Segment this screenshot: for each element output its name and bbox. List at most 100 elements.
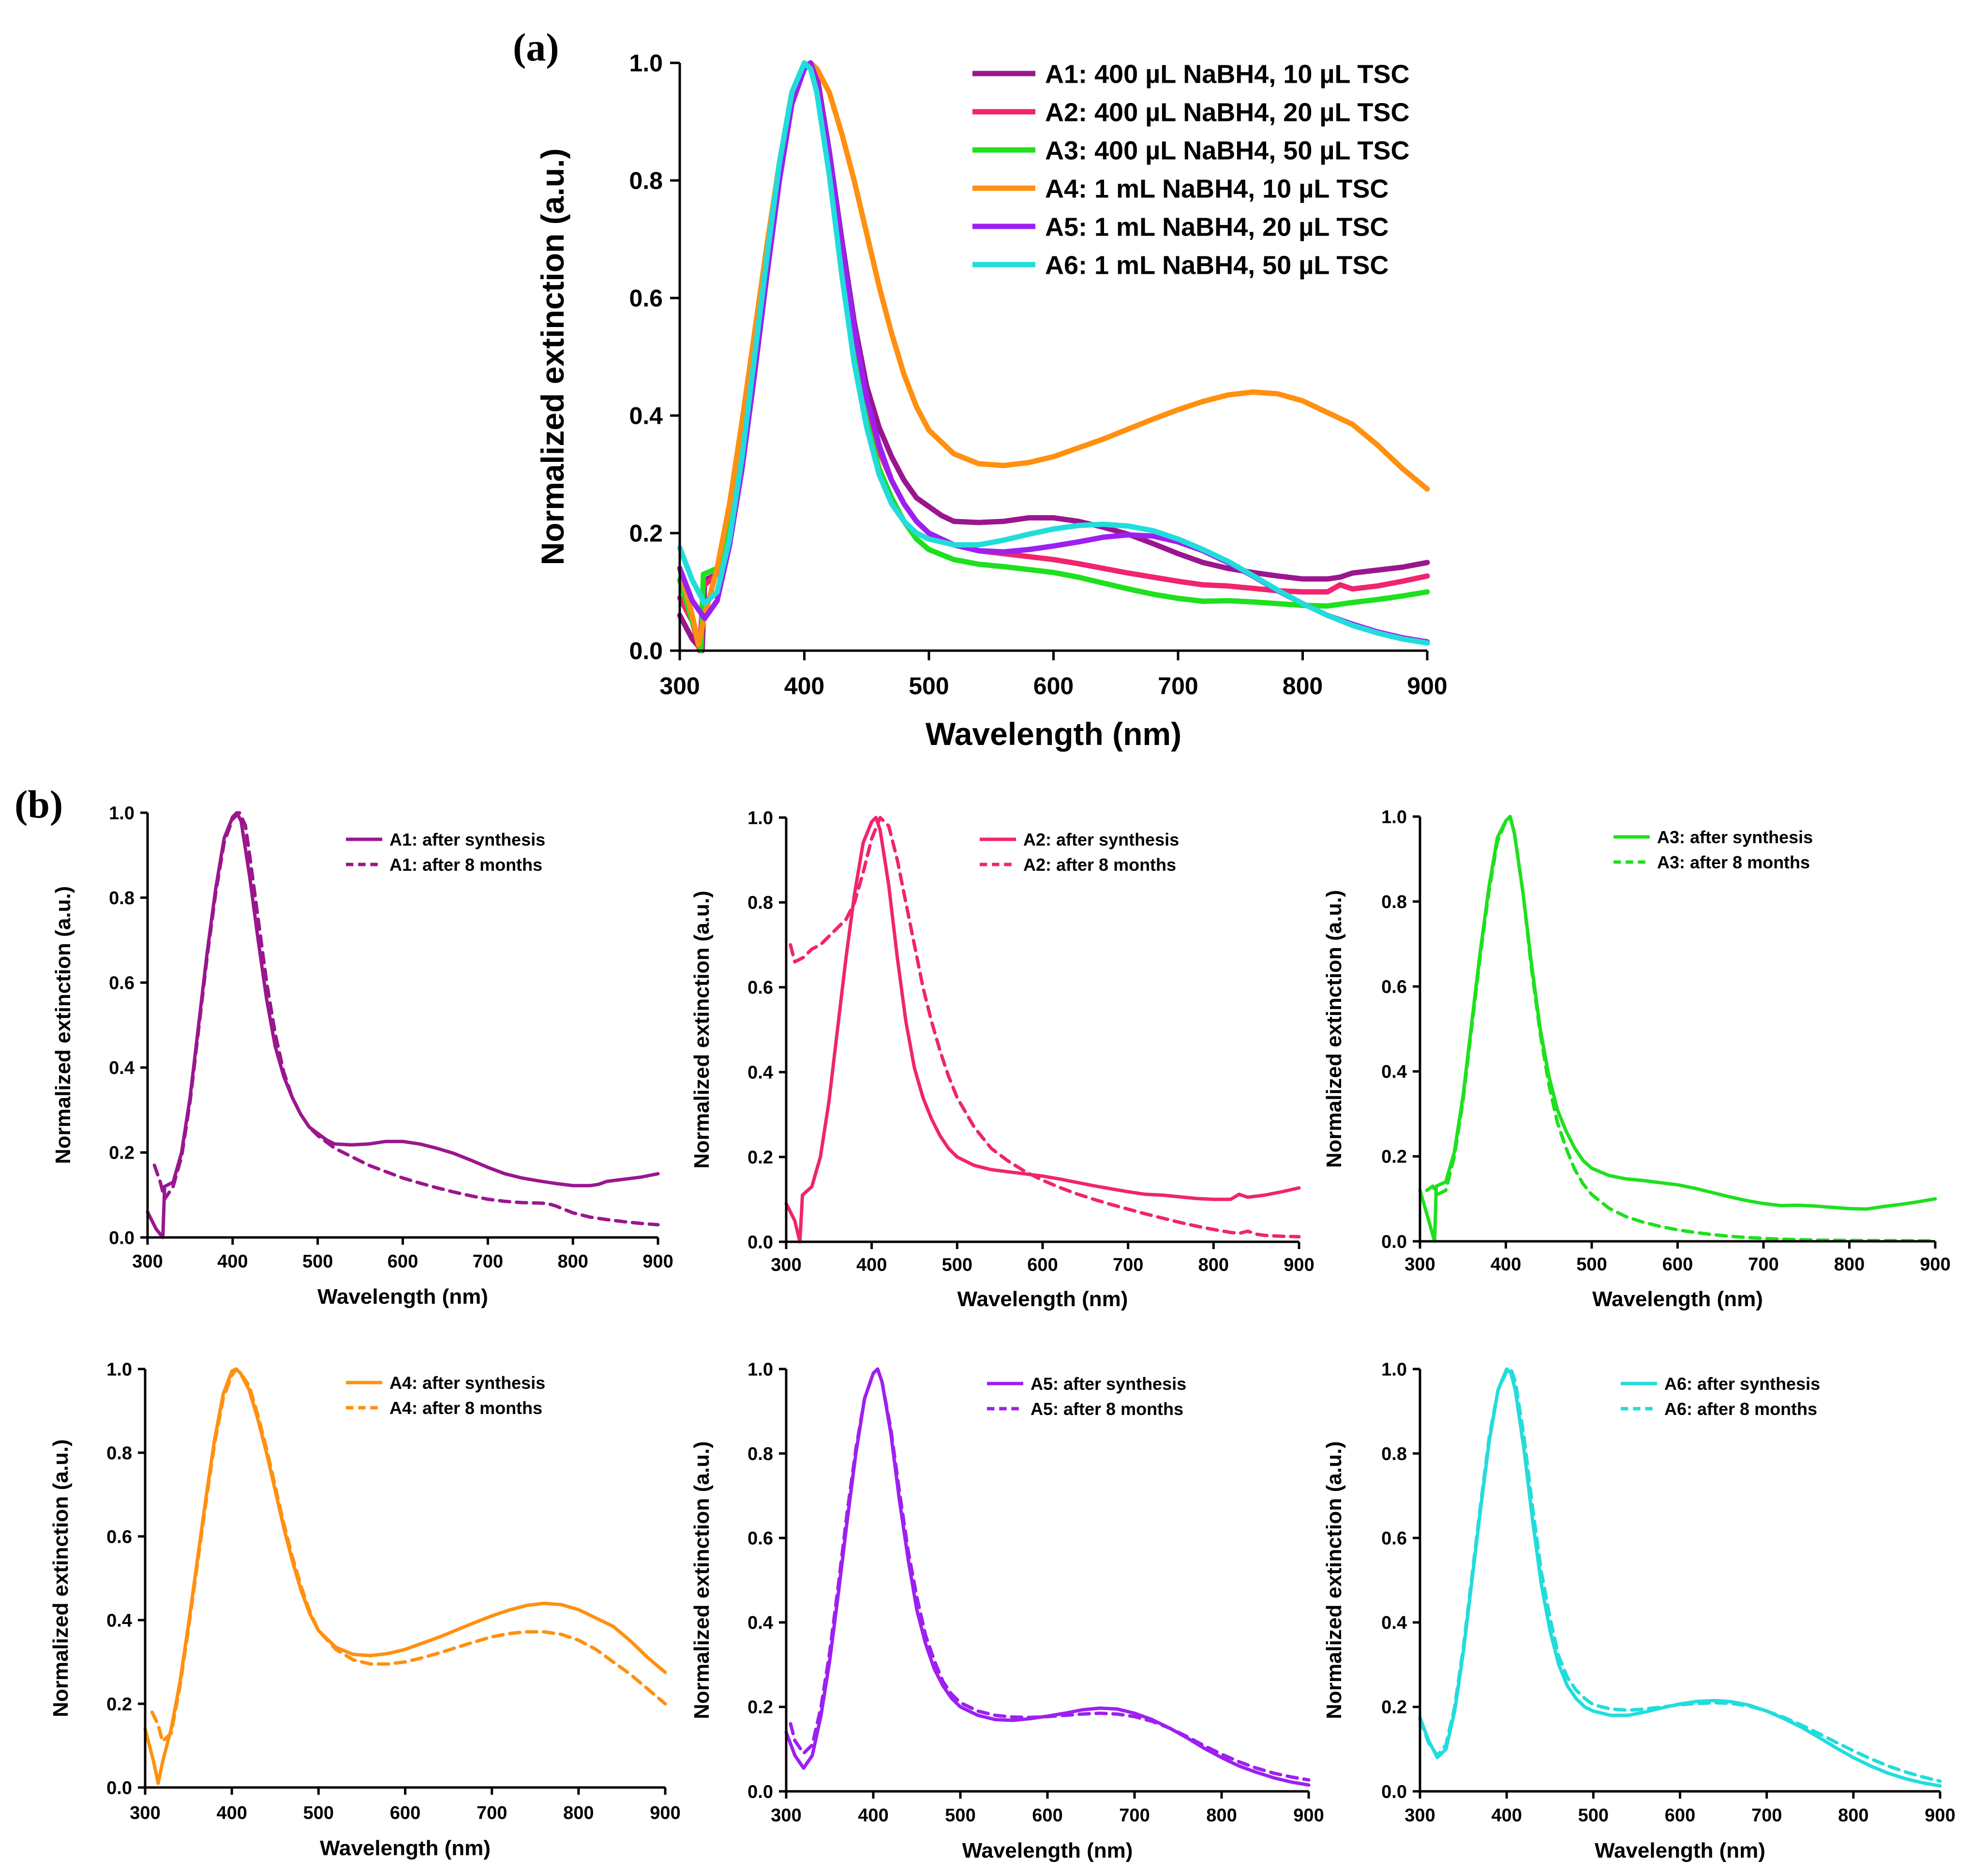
x-axis-title-b3: Wavelength (nm) [1592, 1287, 1763, 1311]
chart-b1: 300 400 500 600 700 800 900 0.0 0.2 0.4 0.6 0.8 1.0 W… [51, 803, 673, 1309]
x-tick-label-b3: 800 [1834, 1254, 1865, 1275]
series-line-b1-2 [152, 811, 660, 1227]
y-axis-title-b2: Normalized extinction (a.u.) [690, 891, 714, 1169]
series-line-b5-2 [789, 1367, 1311, 1782]
y-axis-title-b3: Normalized extinction (a.u.) [1322, 890, 1346, 1168]
x-tick-label-b3: 300 [1404, 1254, 1435, 1275]
chart-b6: 300 400 500 600 700 800 900 0.0 0.2 0.4 0.6 0.8 1.0 W… [1322, 1359, 1956, 1862]
x-tick-label-b6: 700 [1751, 1805, 1782, 1826]
y-tick-label-b6: 0.8 [1381, 1444, 1407, 1464]
legend-label-a-2: A2: 400 µL NaBH4, 20 µL TSC [1045, 98, 1410, 127]
y-tick-label-b1: 0.0 [109, 1228, 134, 1248]
x-tick-label-b1: 900 [642, 1251, 673, 1272]
series-line-b2-1 [784, 816, 1301, 1244]
axis-frame-b6 [1419, 1369, 1940, 1793]
x-tick-label-a: 500 [909, 672, 949, 700]
chart-a: 300 400 500 600 700 800 900 0.0 0.2 0.4 0.6 0.8 1.0 W… [535, 50, 1448, 752]
y-tick-label-b2: 0.0 [747, 1232, 773, 1252]
x-tick-label-b4: 500 [303, 1803, 334, 1823]
y-tick-label-b5: 0.6 [747, 1529, 773, 1549]
chart-b5: 300 400 500 600 700 800 900 0.0 0.2 0.4 0.6 0.8 1.0 W… [690, 1359, 1324, 1862]
series-line-b6-2 [1418, 1367, 1942, 1783]
y-tick-label-b6: 0.6 [1381, 1529, 1407, 1549]
axis-frame-b4 [144, 1369, 665, 1789]
x-tick-label-b2: 600 [1027, 1255, 1058, 1275]
x-tick-label-a: 300 [659, 672, 700, 700]
y-tick-label-b4: 0.0 [106, 1778, 132, 1798]
y-tick-label-b4: 0.2 [106, 1694, 132, 1714]
axis-frame-b3 [1419, 817, 1935, 1243]
y-tick-label-b2: 0.2 [747, 1147, 773, 1168]
x-tick-label-b2: 500 [942, 1255, 972, 1275]
x-tick-label-b4: 600 [390, 1803, 420, 1823]
series-line-a-4 [677, 60, 1430, 648]
legend-label-a-1: A1: 400 µL NaBH4, 10 µL TSC [1045, 60, 1410, 89]
panel-label-b: (b) [15, 782, 63, 826]
legend-label-b5-1: A5: after synthesis [1031, 1374, 1186, 1394]
x-tick-label-b4: 400 [216, 1803, 247, 1823]
x-tick-label-b1: 400 [217, 1251, 248, 1272]
y-tick-label-b6: 0.4 [1381, 1613, 1407, 1633]
y-axis-title-b6: Normalized extinction (a.u.) [1322, 1441, 1346, 1719]
legend-label-a-3: A3: 400 µL NaBH4, 50 µL TSC [1045, 136, 1410, 165]
x-tick-label-b3: 900 [1920, 1254, 1950, 1275]
y-tick-label-a: 0.0 [629, 638, 663, 665]
y-tick-label-b3: 0.4 [1381, 1062, 1407, 1082]
x-tick-label-b5: 900 [1293, 1805, 1324, 1826]
series-line-b4-1 [143, 1367, 667, 1785]
y-axis-title-b1: Normalized extinction (a.u.) [51, 886, 75, 1164]
x-tick-label-b2: 300 [771, 1255, 801, 1275]
series-line-b1-1 [146, 811, 660, 1239]
x-tick-label-b4: 700 [477, 1803, 507, 1823]
x-tick-label-b5: 400 [858, 1805, 888, 1826]
x-tick-label-b2: 900 [1284, 1255, 1314, 1275]
y-tick-label-b6: 0.2 [1381, 1697, 1407, 1718]
panel-label-a: (a) [513, 25, 559, 69]
chart-b2: 300 400 500 600 700 800 900 0.0 0.2 0.4 0.6 0.8 1.0 W… [690, 808, 1315, 1311]
x-tick-label-b6: 600 [1665, 1805, 1695, 1826]
y-tick-label-b2: 0.4 [747, 1063, 773, 1083]
x-tick-label-b5: 700 [1119, 1805, 1150, 1826]
x-axis-title-b2: Wavelength (nm) [957, 1287, 1128, 1311]
y-tick-label-b2: 1.0 [747, 808, 773, 828]
chart-b4: 300 400 500 600 700 800 900 0.0 0.2 0.4 0.6 0.8 1.0 W… [49, 1359, 681, 1860]
y-tick-label-b4: 0.4 [106, 1610, 132, 1631]
x-tick-label-b4: 800 [563, 1803, 594, 1823]
y-tick-label-b1: 0.4 [109, 1058, 134, 1078]
y-tick-label-a: 0.2 [629, 520, 663, 547]
x-tick-label-b3: 500 [1576, 1254, 1607, 1275]
x-tick-label-b3: 600 [1662, 1254, 1693, 1275]
legend-label-b6-2: A6: after 8 months [1664, 1399, 1817, 1419]
x-tick-label-b3: 400 [1491, 1254, 1521, 1275]
legend-label-b4-1: A4: after synthesis [389, 1373, 545, 1393]
y-axis-title-a: Normalized extinction (a.u.) [535, 149, 570, 566]
x-axis-title-b4: Wavelength (nm) [320, 1836, 491, 1860]
y-tick-label-b5: 0.8 [747, 1444, 773, 1464]
legend-label-b3-2: A3: after 8 months [1657, 852, 1810, 872]
x-axis-title-b1: Wavelength (nm) [317, 1285, 488, 1309]
x-tick-label-b3: 700 [1748, 1254, 1778, 1275]
legend-label-b4-2: A4: after 8 months [389, 1398, 542, 1418]
x-tick-label-b4: 900 [650, 1803, 680, 1823]
x-tick-label-b2: 800 [1198, 1255, 1229, 1275]
y-tick-label-a: 0.8 [629, 167, 663, 194]
y-tick-label-b5: 0.2 [747, 1697, 773, 1718]
y-tick-label-b5: 1.0 [747, 1359, 773, 1380]
y-tick-label-b5: 0.0 [747, 1782, 773, 1802]
x-axis-title-b6: Wavelength (nm) [1595, 1839, 1765, 1862]
y-tick-label-b3: 0.2 [1381, 1147, 1407, 1167]
x-tick-label-a: 900 [1407, 672, 1447, 700]
series-line-b3-1 [1418, 815, 1937, 1243]
y-tick-label-b3: 0.0 [1381, 1232, 1407, 1252]
y-tick-label-b3: 0.6 [1381, 977, 1407, 998]
series-line-b2-2 [789, 816, 1301, 1238]
chart-b3: 300 400 500 600 700 800 900 0.0 0.2 0.4 0.6 0.8 1.0 W… [1322, 807, 1951, 1311]
y-tick-label-b2: 0.6 [747, 978, 773, 998]
legend-label-b5-2: A5: after 8 months [1031, 1399, 1183, 1419]
x-tick-label-b5: 300 [771, 1805, 801, 1826]
x-tick-label-a: 700 [1158, 672, 1198, 700]
axis-frame-b5 [785, 1369, 1309, 1793]
y-axis-title-b4: Normalized extinction (a.u.) [49, 1439, 73, 1717]
series-line-b5-1 [784, 1367, 1311, 1787]
legend-label-b2-1: A2: after synthesis [1023, 830, 1179, 849]
